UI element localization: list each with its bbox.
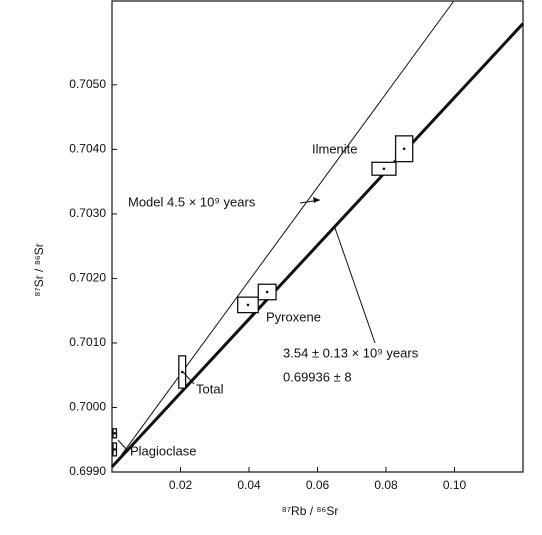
point [246, 303, 250, 307]
x-tick-label: 0.04 [237, 478, 261, 492]
leader-line [182, 371, 195, 385]
point [265, 290, 269, 294]
line [113, 0, 455, 466]
point [113, 448, 117, 451]
annotation: Pyroxene [266, 309, 321, 324]
y-tick-label: 0.7010 [69, 335, 106, 349]
leader-line [117, 439, 128, 451]
point [180, 370, 184, 374]
x-tick-label: 0.02 [169, 478, 193, 492]
line [110, 22, 525, 468]
y-tick-label: 0.7000 [69, 400, 106, 414]
y-tick-label: 0.7040 [69, 142, 106, 156]
y-tick-label: 0.6990 [69, 464, 106, 478]
annotation: Model 4.5 × 10⁹ years [128, 194, 256, 209]
x-tick-label: 0.08 [374, 478, 398, 492]
point [402, 147, 406, 151]
y-tick-label: 0.7050 [69, 77, 106, 91]
annotation: Plagioclase [130, 443, 197, 458]
annotation: 3.54 ± 0.13 × 10⁹ years [283, 345, 419, 360]
y-tick-label: 0.7030 [69, 206, 106, 220]
annotation: 0.69936 ± 8 [283, 369, 352, 384]
annotation: Total [196, 381, 224, 396]
point [382, 167, 386, 171]
y-axis-label: ⁸⁷Sr / ⁸⁶Sr [32, 243, 46, 296]
annotation: Ilmenite [312, 141, 358, 156]
x-tick-label: 0.06 [306, 478, 330, 492]
y-tick-label: 0.7020 [69, 271, 106, 285]
point [113, 431, 117, 435]
arrow-head [313, 197, 320, 203]
leader-line [334, 227, 376, 344]
x-axis-label: ⁸⁷Rb / ⁸⁶Sr [282, 504, 339, 518]
x-tick-label: 0.10 [443, 478, 467, 492]
